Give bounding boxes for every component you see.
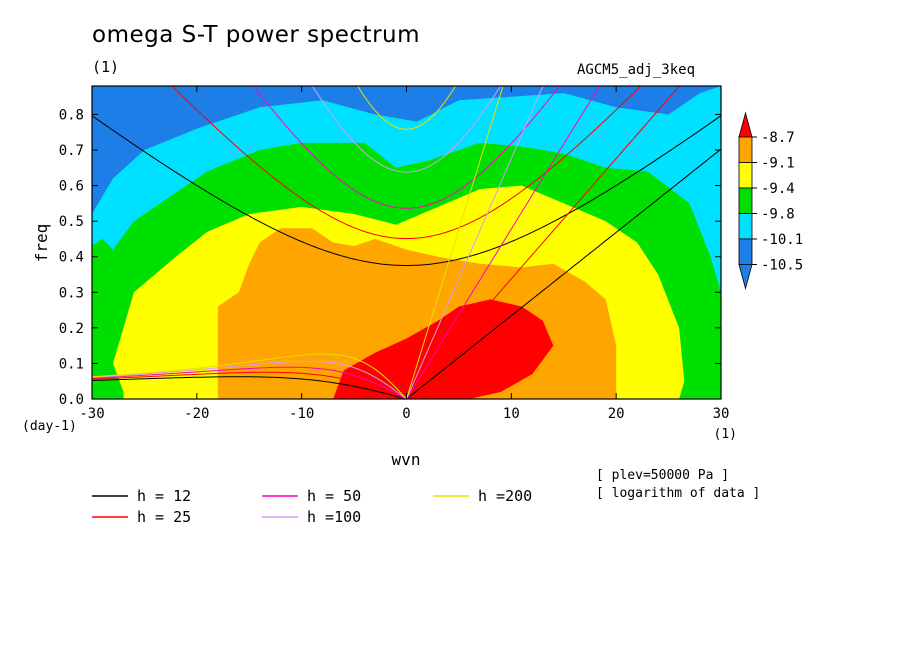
x-tick-label: 0	[402, 406, 410, 422]
y-axis-label: freq	[32, 224, 51, 263]
x-axis-unit: (1)	[714, 427, 737, 442]
x-tick-label: -10	[289, 406, 314, 422]
colorbar-label: -10.5	[761, 258, 803, 274]
legend-label: h =100	[307, 508, 361, 526]
rossby-wave-curve	[92, 376, 407, 399]
y-tick-label: 0.3	[59, 285, 84, 301]
kelvin-wave-curve	[406, 148, 721, 399]
colorbar-segment	[738, 162, 753, 189]
chart-title: omega S-T power spectrum	[92, 22, 421, 48]
legend-label: h = 50	[307, 487, 361, 505]
rossby-wave-curve	[92, 360, 407, 399]
y-axis-unit: (day-1)	[22, 419, 77, 434]
colorbar-bottom-arrow	[738, 264, 753, 291]
note-plev: [ plev=50000 Pa ]	[596, 468, 730, 483]
colorbar-label: -9.8	[761, 207, 795, 223]
colorbar-label: -8.7	[761, 130, 795, 146]
dispersion-curves-layer	[92, 86, 721, 399]
rossby-wave-curve	[92, 366, 407, 399]
y-tick-label: 0.1	[59, 356, 84, 372]
inertia-gravity-wave-curve	[357, 86, 456, 130]
colorbar-segment	[738, 187, 753, 214]
y-tick-label: 0.6	[59, 179, 84, 195]
colorbar-segment	[738, 213, 753, 240]
inertia-gravity-wave-curve	[92, 115, 721, 266]
inertia-gravity-wave-curve	[171, 86, 642, 240]
colorbar-label: -10.1	[761, 232, 803, 248]
colorbar: -8.7 -9.1 -9.4 -9.8 -10.1 -10.5	[738, 111, 803, 291]
inertia-gravity-wave-curve	[252, 86, 561, 209]
contour-region	[333, 299, 554, 399]
x-tick-label: 10	[503, 406, 520, 422]
colorbar-segment	[738, 238, 753, 265]
x-tick-label: 20	[608, 406, 625, 422]
rossby-wave-curve	[92, 353, 407, 399]
legend-label: h = 25	[137, 508, 191, 526]
kelvin-wave-curve	[406, 86, 681, 399]
kelvin-wave-curve	[406, 86, 504, 399]
kelvin-wave-curve	[406, 86, 601, 399]
y-tick-label: 0.0	[59, 392, 84, 408]
contour-fill-layer	[92, 86, 721, 399]
kelvin-wave-curve	[406, 86, 544, 399]
y-tick-label: 0.2	[59, 321, 84, 337]
colorbar-label: -9.4	[761, 181, 795, 197]
chart-subtitle-experiment: AGCM5_adj_3keq	[577, 62, 696, 78]
legend-label: h = 12	[137, 487, 191, 505]
y-tick-label: 0.7	[59, 143, 84, 159]
contour-region	[92, 246, 124, 399]
x-tick-label: 30	[713, 406, 730, 422]
x-axis-label: wvn	[392, 450, 421, 469]
note-logarithm: [ logarithm of data ]	[596, 486, 761, 501]
legend: h = 12 h = 25 h = 50 h =100 h =200	[92, 487, 532, 526]
y-tick-label: 0.5	[59, 214, 84, 230]
colorbar-segment	[738, 136, 753, 163]
axes-layer: -30 -20 -10 0 10 20 30 0.0 0.1 0.2 0.3 0.4 0.5 0.6 0.7…	[22, 86, 737, 469]
y-tick-label: 0.8	[59, 107, 84, 123]
legend-label: h =200	[478, 487, 532, 505]
chart-subtitle-unit: (1)	[92, 58, 120, 76]
colorbar-label: -9.1	[761, 156, 795, 172]
x-tick-label: -20	[184, 406, 209, 422]
y-tick-label: 0.4	[59, 250, 84, 266]
x-tick-label: -30	[79, 406, 104, 422]
inertia-gravity-wave-curve	[311, 86, 502, 173]
colorbar-top-arrow	[738, 111, 753, 138]
rossby-wave-curve	[92, 371, 407, 399]
